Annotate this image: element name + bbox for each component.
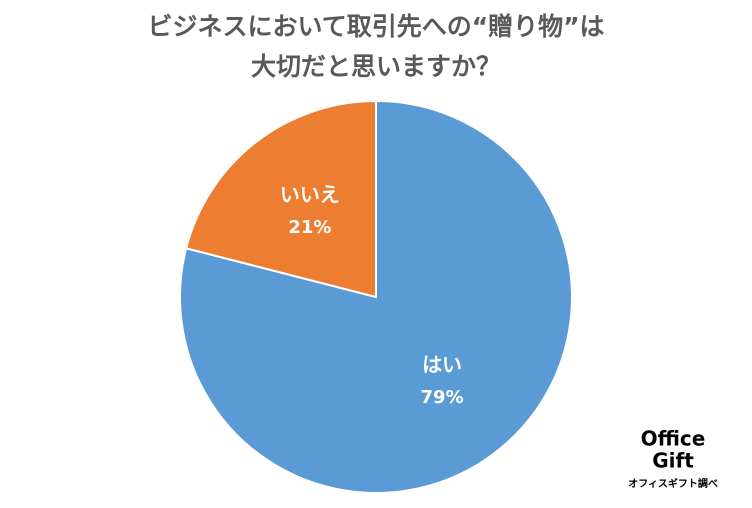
data-label: 79% [421, 387, 464, 408]
pie [179, 99, 573, 494]
source-note: オフィスギフト調べ [628, 477, 718, 490]
slice-label: はい [422, 353, 462, 377]
chart-title: 大切だと思いますか？ [251, 52, 501, 81]
logo-text: Gift [652, 449, 694, 473]
pie-slice [184, 99, 377, 299]
chart-title: ビジネスにおいて取引先への“贈り物”は [147, 12, 604, 41]
data-label: 21% [288, 217, 331, 238]
slice-label: いいえ [280, 182, 340, 206]
logo-text: Office [641, 427, 706, 451]
